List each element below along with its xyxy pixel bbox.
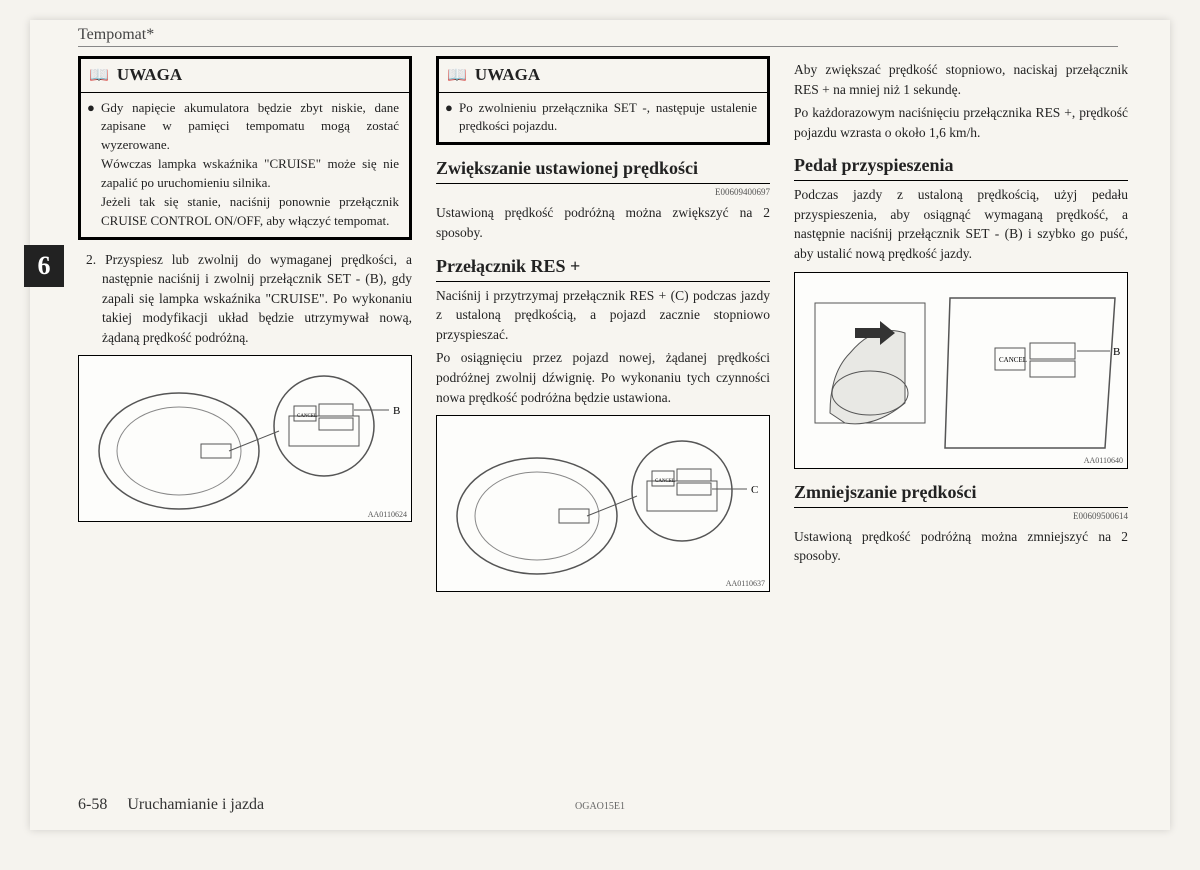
fig-label-b: B (1113, 346, 1120, 358)
heading-increase-speed: Zwiększanie ustawionej prędkości (436, 155, 770, 184)
svg-text:CANCEL: CANCEL (297, 414, 317, 419)
increase-text: Ustawioną prędkość podróżną można zwięks… (436, 203, 770, 242)
column-2: 📖 UWAGA Po zwolnieniu przełącznika SET -… (436, 56, 770, 592)
figure-caption: AA0110640 (1084, 455, 1123, 467)
svg-text:CANCEL: CANCEL (655, 479, 675, 484)
caution-body: Po zwolnieniu przełącznika SET -, następ… (439, 93, 767, 143)
manual-page: Tempomat* 6 📖 UWAGA Gdy napięcie akumula… (30, 20, 1170, 830)
intro-2: Po każdorazowym naciśnięciu przełącznika… (794, 103, 1128, 142)
caution-head: 📖 UWAGA (81, 59, 409, 93)
column-3: Aby zwiększać prędkość stopniowo, nacisk… (794, 56, 1128, 592)
pedal-text: Podczas jazdy z ustaloną prędkością, uży… (794, 185, 1128, 263)
book-icon: 📖 (447, 64, 467, 87)
figure-caption: AA0110624 (368, 509, 407, 521)
figure-steering-1: B CANCEL AA0110624 (78, 355, 412, 522)
heading-res-switch: Przełącznik RES + (436, 253, 770, 282)
step-2: 2. Przyspiesz lub zwolnij do wymaganej p… (78, 250, 412, 348)
footer-left: 6-58 Uruchamianie i jazda (78, 796, 264, 814)
caution-box-1: 📖 UWAGA Gdy napięcie akumulatora będzie … (78, 56, 412, 240)
ref-number: E00609400697 (436, 186, 770, 199)
caution-head: 📖 UWAGA (439, 59, 767, 93)
heading-decrease-speed: Zmniejszanie prędkości (794, 479, 1128, 508)
figure-caption: AA0110637 (726, 578, 765, 590)
footer-title: Uruchamianie i jazda (127, 796, 264, 813)
ref-number: E00609500614 (794, 510, 1128, 523)
footer-code: OGAO15E1 (575, 801, 625, 812)
caution-box-2: 📖 UWAGA Po zwolnieniu przełącznika SET -… (436, 56, 770, 145)
heading-accelerator-pedal: Pedał przyspieszenia (794, 152, 1128, 181)
fig-label-b: B (393, 405, 400, 417)
figure-steering-2: C CANCEL AA0110637 (436, 415, 770, 592)
intro-1: Aby zwiększać prędkość stopniowo, nacisk… (794, 60, 1128, 99)
svg-text:CANCEL: CANCEL (999, 356, 1027, 364)
book-icon: 📖 (89, 64, 109, 87)
caution-label: UWAGA (475, 63, 540, 88)
steering-wheel-diagram-2: C CANCEL (437, 416, 769, 591)
pedal-diagram: CANCEL B (795, 273, 1127, 468)
res-text-1: Naciśnij i przytrzymaj przełącznik RES +… (436, 286, 770, 345)
page-number: 6-58 (78, 796, 107, 813)
figure-pedal: CANCEL B AA0110640 (794, 272, 1128, 469)
column-1: 📖 UWAGA Gdy napięcie akumulatora będzie … (78, 56, 412, 592)
caution-label: UWAGA (117, 63, 182, 88)
caution-body: Gdy napięcie akumulatora będzie zbyt nis… (81, 93, 409, 237)
page-header: Tempomat* (78, 26, 1118, 47)
fig-label-c: C (751, 484, 758, 496)
section-tab: 6 (24, 245, 64, 287)
content-row: 📖 UWAGA Gdy napięcie akumulatora będzie … (78, 56, 1128, 592)
res-text-2: Po osiągnięciu przez pojazd nowej, żądan… (436, 348, 770, 407)
decrease-text: Ustawioną prędkość podróżną można zmniej… (794, 527, 1128, 566)
steering-wheel-diagram-1: B CANCEL (79, 356, 411, 521)
